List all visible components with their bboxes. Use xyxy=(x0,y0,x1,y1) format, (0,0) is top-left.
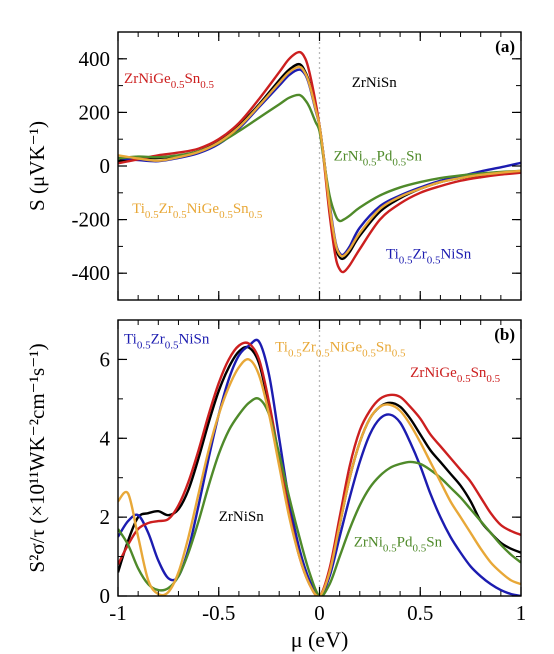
y-tick-label: 200 xyxy=(79,100,111,124)
subscript: 0.5 xyxy=(427,254,441,266)
y-tick-label: -400 xyxy=(72,261,111,285)
x-tick-label: -0.5 xyxy=(202,601,235,625)
panel-label: (a) xyxy=(495,37,515,56)
formula-text: NiSn xyxy=(179,332,210,348)
formula-text: ZrNiGe xyxy=(124,71,171,87)
formula-text: Ti xyxy=(275,340,288,356)
x-tick-label: -1 xyxy=(109,601,127,625)
y-tick-label: 4 xyxy=(100,426,111,450)
series-label-zrnige-sn: ZrNiGe0.5Sn0.5 xyxy=(410,365,501,385)
series-line-ti-zr-nige-sn xyxy=(118,65,521,258)
formula-text: Sn xyxy=(426,535,442,551)
y-tick-label: 2 xyxy=(100,505,111,529)
x-tick-label: 1 xyxy=(516,601,527,625)
x-axis-label: μ (eV) xyxy=(291,627,349,652)
series-line-zrnige-sn xyxy=(118,341,521,596)
formula-text: Ti xyxy=(386,246,399,262)
series-line-ti-zr-nige-sn xyxy=(118,358,521,596)
formula-text: ZrNi xyxy=(354,535,383,551)
formula-text: Ti xyxy=(124,332,137,348)
y-tick-label: 0 xyxy=(100,154,111,178)
series-group xyxy=(118,338,521,596)
y-tick-label: 0 xyxy=(100,584,111,608)
subscript: 0.5 xyxy=(145,209,159,221)
subscript: 0.5 xyxy=(288,348,302,360)
series-label-zrni-pd-sn: ZrNi0.5Pd0.5Sn xyxy=(334,149,423,169)
subscript: 0.5 xyxy=(399,254,413,266)
y-tick-label: 6 xyxy=(100,347,111,371)
subscript: 0.5 xyxy=(165,340,179,352)
formula-text: Zr xyxy=(159,201,173,217)
series-label-zrnisn: ZrNiSn xyxy=(352,75,398,91)
formula-text: ZrNiSn xyxy=(352,75,398,91)
series-label-ti-zr-nige-sn: Ti0.5Zr0.5NiGe0.5Sn0.5 xyxy=(275,340,406,360)
formula-text: Sn xyxy=(406,149,422,165)
formula-text: NiSn xyxy=(440,246,471,262)
subscript: 0.5 xyxy=(383,543,397,555)
x-tick-label: 0 xyxy=(314,601,325,625)
formula-text: Sn xyxy=(471,365,487,381)
formula-text: NiGe xyxy=(187,201,220,217)
series-label-ti-zr-nige-sn: Ti0.5Zr0.5NiGe0.5Sn0.5 xyxy=(132,201,263,221)
series-line-zrnisn xyxy=(118,345,521,596)
formula-text: Sn xyxy=(184,71,200,87)
formula-text: Zr xyxy=(151,332,165,348)
subscript: 0.5 xyxy=(173,209,187,221)
formula-text: Sn xyxy=(376,340,392,356)
formula-text: Pd xyxy=(397,535,413,551)
formula-text: Sn xyxy=(233,201,249,217)
y-tick-label: -200 xyxy=(72,208,111,232)
subscript: 0.5 xyxy=(249,209,263,221)
subscript: 0.5 xyxy=(219,209,233,221)
subscript: 0.5 xyxy=(392,157,406,169)
formula-text: Zr xyxy=(302,340,316,356)
subscript: 0.5 xyxy=(200,79,214,91)
subscript: 0.5 xyxy=(363,157,377,169)
y-axis-label: S²σ/τ (×10¹¹WK⁻²cm⁻¹s⁻¹) xyxy=(25,343,49,572)
panel-label: (b) xyxy=(494,325,515,344)
series-label-zrnige-sn: ZrNiGe0.5Sn0.5 xyxy=(124,71,215,91)
panel-b: -1 -0.5 0 0.5 1 0 2 4 6 (b) S²σ/τ (×10¹¹WK⁻²cm⁻¹s⁻… xyxy=(25,319,527,652)
y-tick-label: 400 xyxy=(79,47,111,71)
formula-text: ZrNiSn xyxy=(219,509,265,525)
x-tick-label: 0.5 xyxy=(407,601,433,625)
y-axis-label: S (μVK⁻¹) xyxy=(25,121,49,211)
subscript: 0.5 xyxy=(413,543,427,555)
formula-text: Pd xyxy=(377,149,393,165)
subscript: 0.5 xyxy=(316,348,330,360)
formula-text: Ti xyxy=(132,201,145,217)
formula-text: ZrNiGe xyxy=(410,365,457,381)
subscript: 0.5 xyxy=(486,373,500,385)
series-line-zrni-pd-sn xyxy=(118,397,521,596)
subscript: 0.5 xyxy=(137,340,151,352)
formula-text: ZrNi xyxy=(334,149,363,165)
formula-text: Zr xyxy=(413,246,427,262)
series-group xyxy=(118,50,521,274)
series-label-ti-zr-nisn: Ti0.5Zr0.5NiSn xyxy=(124,332,210,352)
series-label-ti-zr-nisn: Ti0.5Zr0.5NiSn xyxy=(386,246,472,266)
series-label-zrnisn: ZrNiSn xyxy=(219,509,265,525)
series-label-zrni-pd-sn: ZrNi0.5Pd0.5Sn xyxy=(354,535,443,555)
subscript: 0.5 xyxy=(362,348,376,360)
formula-text: NiGe xyxy=(330,340,363,356)
subscript: 0.5 xyxy=(171,79,185,91)
subscript: 0.5 xyxy=(392,348,406,360)
subscript: 0.5 xyxy=(457,373,471,385)
